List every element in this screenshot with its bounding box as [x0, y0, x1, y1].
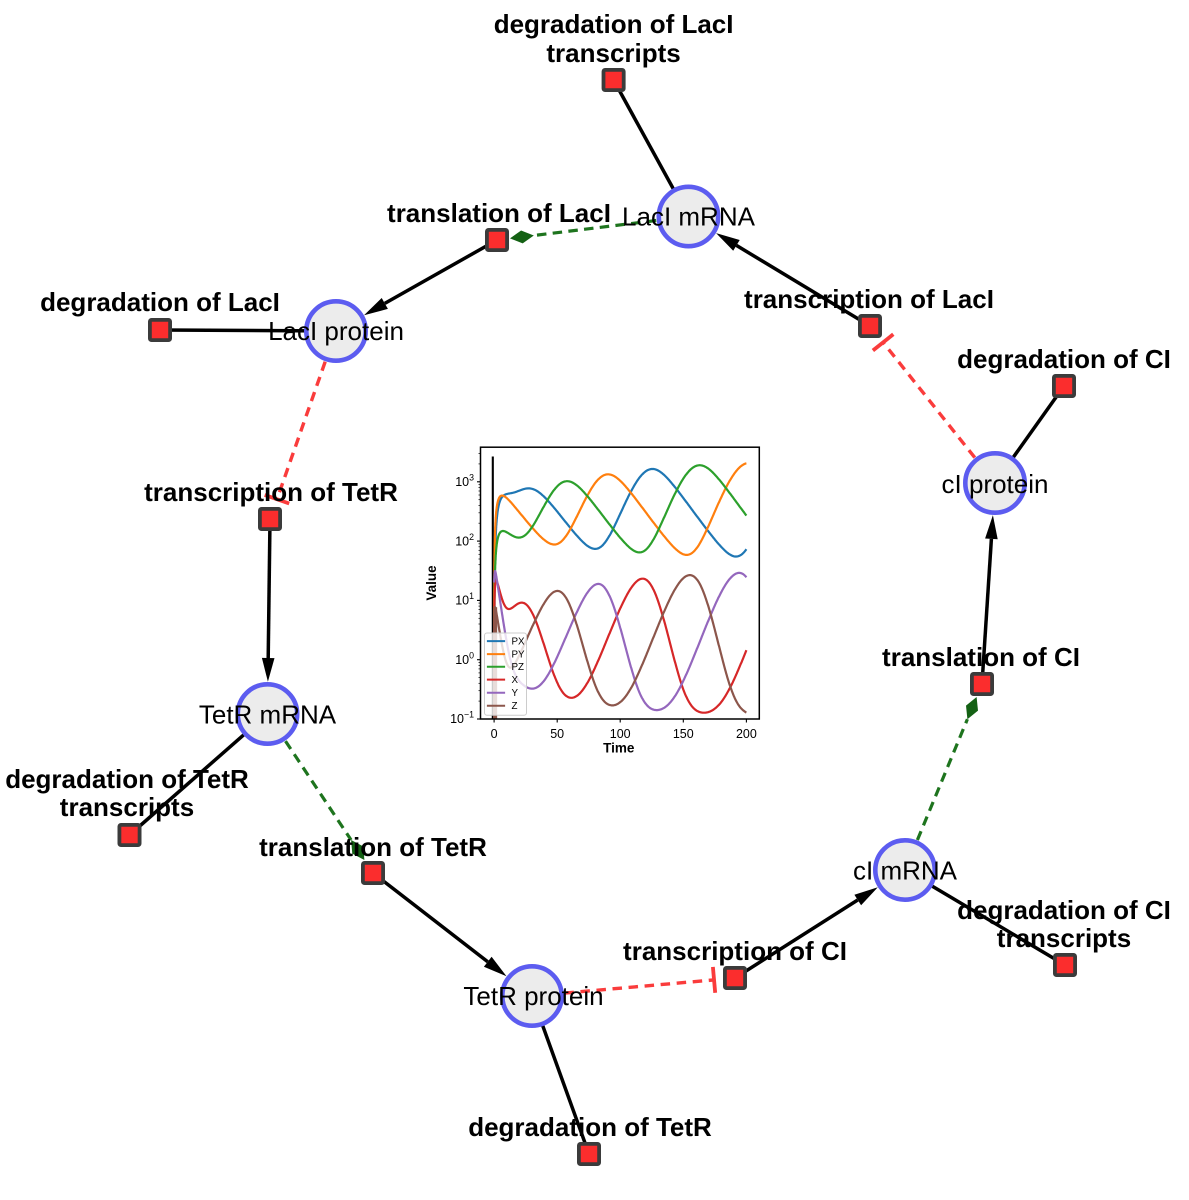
- svg-text:X: X: [512, 675, 519, 686]
- svg-text:PZ: PZ: [512, 662, 525, 673]
- svg-text:Y: Y: [512, 688, 519, 699]
- svg-text:transcription of CI: transcription of CI: [623, 936, 847, 966]
- svg-text:LacI mRNA: LacI mRNA: [622, 202, 756, 232]
- svg-text:translation of LacI: translation of LacI: [387, 198, 611, 228]
- svg-text:Time: Time: [603, 741, 635, 756]
- svg-text:translation of CI: translation of CI: [882, 642, 1080, 672]
- svg-text:degradation of CI: degradation of CI: [957, 895, 1171, 925]
- svg-text:degradation of LacI: degradation of LacI: [494, 9, 734, 39]
- svg-text:transcripts: transcripts: [546, 38, 680, 68]
- svg-text:LacI protein: LacI protein: [268, 316, 404, 346]
- svg-text:Z: Z: [512, 701, 518, 712]
- svg-text:transcripts: transcripts: [60, 792, 194, 822]
- svg-text:TetR mRNA: TetR mRNA: [199, 700, 337, 730]
- svg-text:degradation of TetR: degradation of TetR: [5, 764, 249, 794]
- svg-text:PX: PX: [512, 637, 526, 648]
- svg-text:cI mRNA: cI mRNA: [853, 856, 958, 886]
- svg-text:cI protein: cI protein: [942, 469, 1049, 499]
- svg-text:transcription of LacI: transcription of LacI: [744, 284, 994, 314]
- svg-text:200: 200: [736, 727, 757, 741]
- svg-text:0: 0: [491, 727, 498, 741]
- svg-text:transcription of TetR: transcription of TetR: [144, 477, 398, 507]
- svg-text:Value: Value: [424, 565, 439, 601]
- svg-text:translation of TetR: translation of TetR: [259, 832, 487, 862]
- svg-text:degradation of LacI: degradation of LacI: [40, 287, 280, 317]
- svg-text:degradation of CI: degradation of CI: [957, 344, 1171, 374]
- svg-text:degradation of TetR: degradation of TetR: [468, 1112, 712, 1142]
- svg-text:transcripts: transcripts: [997, 923, 1131, 953]
- svg-text:TetR protein: TetR protein: [463, 981, 603, 1011]
- svg-text:PY: PY: [512, 650, 526, 661]
- svg-text:100: 100: [610, 727, 631, 741]
- svg-text:50: 50: [550, 727, 564, 741]
- svg-text:150: 150: [673, 727, 694, 741]
